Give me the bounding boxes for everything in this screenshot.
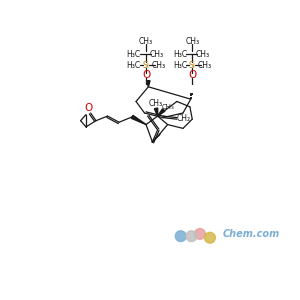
Polygon shape bbox=[147, 81, 150, 87]
Text: O: O bbox=[142, 70, 150, 80]
Text: CH₃: CH₃ bbox=[149, 99, 163, 108]
Text: Chem.com: Chem.com bbox=[223, 229, 280, 239]
Text: O: O bbox=[188, 70, 196, 80]
Polygon shape bbox=[158, 109, 165, 116]
Text: Si: Si bbox=[189, 61, 196, 70]
Text: H₃C: H₃C bbox=[173, 61, 187, 70]
Circle shape bbox=[195, 229, 205, 239]
Text: CH₃: CH₃ bbox=[150, 50, 164, 59]
Text: H₃C: H₃C bbox=[127, 61, 141, 70]
Circle shape bbox=[205, 232, 215, 243]
Text: Si: Si bbox=[142, 61, 150, 70]
Text: H₃C: H₃C bbox=[173, 50, 187, 59]
Polygon shape bbox=[154, 108, 158, 116]
Text: H₃C: H₃C bbox=[127, 50, 141, 59]
Text: CH₂: CH₂ bbox=[177, 114, 191, 123]
Text: O: O bbox=[84, 103, 92, 113]
Circle shape bbox=[175, 231, 186, 242]
Text: CH₃: CH₃ bbox=[185, 37, 199, 46]
Text: CH₃: CH₃ bbox=[162, 104, 175, 110]
Polygon shape bbox=[131, 116, 146, 124]
Circle shape bbox=[186, 231, 197, 242]
Text: CH₃: CH₃ bbox=[197, 61, 212, 70]
Text: CH₃: CH₃ bbox=[196, 50, 210, 59]
Text: CH₃: CH₃ bbox=[139, 37, 153, 46]
Text: CH₃: CH₃ bbox=[151, 61, 165, 70]
